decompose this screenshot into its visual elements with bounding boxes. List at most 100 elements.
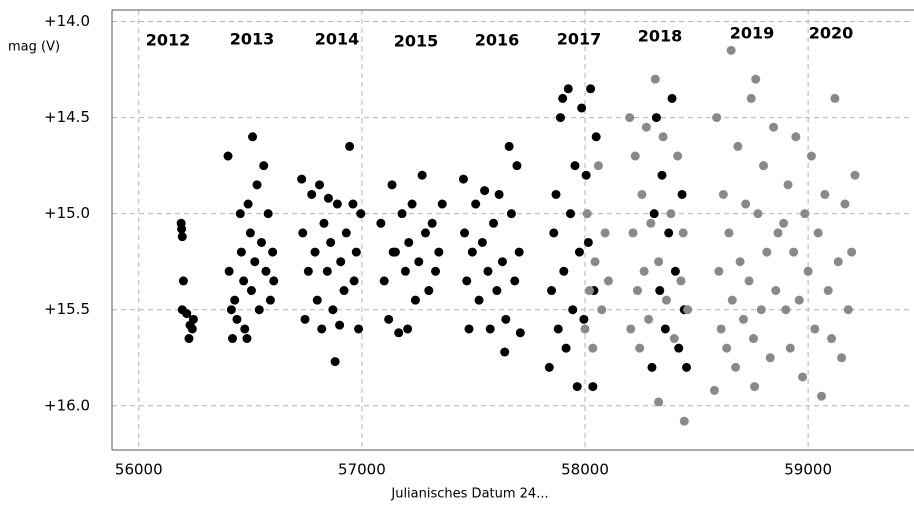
data-point xyxy=(669,334,679,344)
data-point xyxy=(646,218,656,228)
data-point xyxy=(600,228,610,238)
data-point xyxy=(582,209,592,219)
y-tick-label: +14.0 xyxy=(44,12,90,30)
year-annotation: 2014 xyxy=(315,30,360,49)
data-point xyxy=(628,228,638,238)
data-point xyxy=(400,266,410,276)
data-point xyxy=(431,266,441,276)
year-annotation: 2013 xyxy=(230,30,275,49)
year-annotation: 2019 xyxy=(730,24,775,43)
data-point xyxy=(561,343,571,353)
data-point xyxy=(677,189,687,199)
data-point xyxy=(514,247,524,257)
data-point xyxy=(798,372,808,382)
data-point xyxy=(500,347,510,357)
data-point xyxy=(236,247,246,257)
data-point xyxy=(250,257,260,267)
data-point xyxy=(823,286,833,296)
data-point xyxy=(506,209,516,219)
data-point xyxy=(658,132,668,142)
data-point xyxy=(471,199,481,209)
data-point xyxy=(779,218,789,228)
data-point xyxy=(722,343,732,353)
data-point xyxy=(650,74,660,84)
data-point xyxy=(248,132,258,142)
data-point xyxy=(323,193,333,203)
data-point xyxy=(261,266,271,276)
data-point xyxy=(588,382,598,392)
x-tick-label: 59000 xyxy=(784,461,832,479)
year-annotation: 2012 xyxy=(146,31,191,50)
data-point xyxy=(182,309,192,319)
data-point xyxy=(230,295,240,305)
data-point xyxy=(785,343,795,353)
data-point xyxy=(460,228,470,238)
data-point xyxy=(341,228,351,238)
data-point xyxy=(794,295,804,305)
data-point xyxy=(263,209,273,219)
data-point xyxy=(489,218,499,228)
data-point xyxy=(644,314,654,324)
data-point xyxy=(427,218,437,228)
data-point xyxy=(753,209,763,219)
data-point xyxy=(781,305,791,315)
data-point xyxy=(756,305,766,315)
data-point xyxy=(559,266,569,276)
data-point xyxy=(682,362,692,372)
y-tick-label: +16.0 xyxy=(44,396,90,414)
data-point xyxy=(265,295,275,305)
data-point xyxy=(570,161,580,171)
data-point xyxy=(678,228,688,238)
data-point xyxy=(590,257,600,267)
data-point xyxy=(817,391,827,401)
data-point xyxy=(666,209,676,219)
data-point xyxy=(806,151,816,161)
data-point xyxy=(664,228,674,238)
data-point xyxy=(579,314,589,324)
data-point xyxy=(504,141,514,151)
data-point xyxy=(762,247,772,257)
data-point xyxy=(655,286,665,296)
data-point xyxy=(803,266,813,276)
data-point xyxy=(733,141,743,151)
x-tick-label: 58000 xyxy=(561,461,609,479)
data-point xyxy=(827,334,837,344)
data-point xyxy=(178,276,188,286)
data-point xyxy=(709,385,719,395)
data-point xyxy=(667,93,677,103)
data-point xyxy=(673,151,683,161)
data-point xyxy=(242,334,252,344)
data-point xyxy=(512,161,522,171)
data-point xyxy=(603,276,613,286)
data-point xyxy=(348,199,358,209)
data-point xyxy=(235,209,245,219)
data-point xyxy=(574,247,584,257)
data-point xyxy=(635,343,645,353)
data-point xyxy=(388,247,398,257)
data-point xyxy=(345,141,355,151)
data-point xyxy=(298,228,308,238)
data-point xyxy=(252,180,262,190)
data-point xyxy=(654,397,664,407)
data-point xyxy=(654,257,664,267)
data-point xyxy=(319,218,329,228)
data-point xyxy=(354,324,364,334)
data-point xyxy=(403,324,413,334)
data-point xyxy=(718,189,728,199)
data-point xyxy=(714,266,724,276)
data-point xyxy=(328,305,338,315)
data-point xyxy=(735,257,745,267)
data-point xyxy=(637,189,647,199)
data-point xyxy=(494,189,504,199)
data-point xyxy=(657,170,667,180)
data-point xyxy=(549,228,559,238)
data-point xyxy=(437,199,447,209)
y-tick-label: +15.0 xyxy=(44,204,90,222)
data-point xyxy=(404,237,414,247)
data-point xyxy=(462,276,472,286)
data-point xyxy=(813,228,823,238)
data-point xyxy=(310,247,320,257)
data-point xyxy=(800,209,810,219)
data-point xyxy=(679,416,689,426)
data-point xyxy=(322,266,332,276)
